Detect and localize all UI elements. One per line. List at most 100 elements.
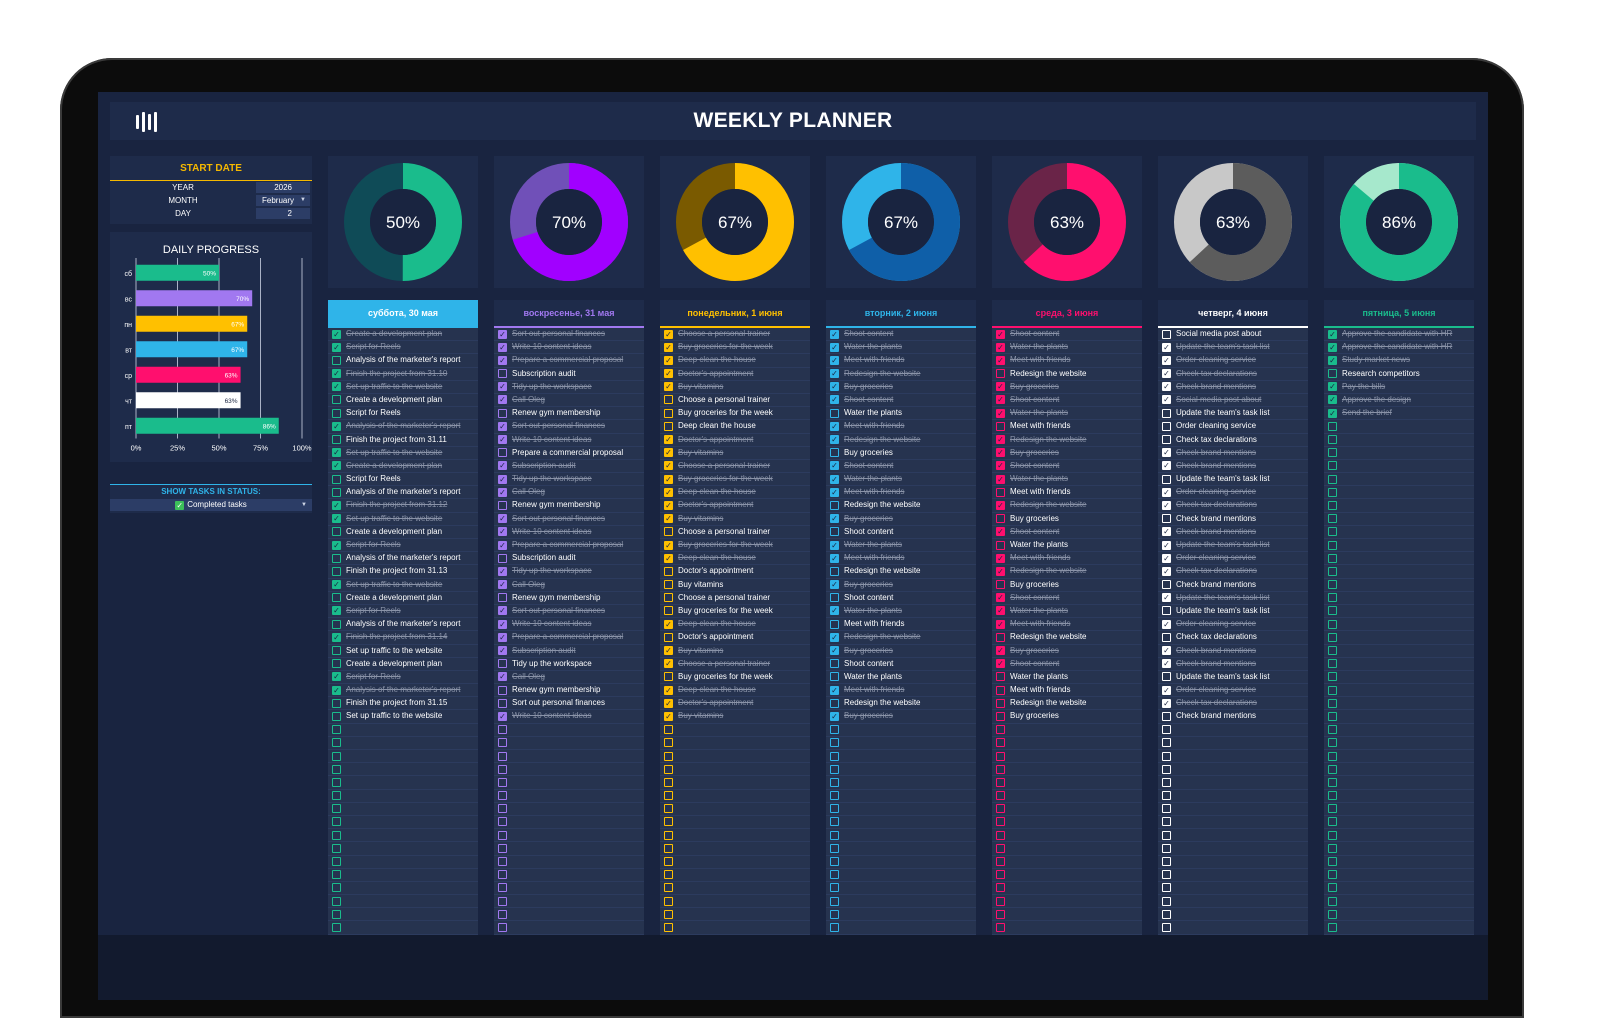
task-checkbox[interactable]: ✓ <box>996 355 1005 365</box>
task-checkbox[interactable] <box>1328 698 1337 708</box>
task-text[interactable]: Water the plants <box>844 474 902 484</box>
task-text[interactable]: Deep clean the house <box>678 355 756 365</box>
task-checkbox[interactable] <box>1328 659 1337 669</box>
task-checkbox[interactable] <box>498 738 507 748</box>
task-checkbox[interactable] <box>1328 461 1337 471</box>
task-text[interactable]: Buy groceries for the week <box>678 671 773 681</box>
task-checkbox[interactable] <box>332 896 341 906</box>
task-checkbox[interactable] <box>1328 804 1337 814</box>
task-checkbox[interactable] <box>1328 646 1337 655</box>
task-checkbox[interactable]: ✓ <box>1162 646 1171 655</box>
task-text[interactable]: Call Oleg <box>512 579 545 589</box>
task-text[interactable]: Create a development plan <box>346 526 443 536</box>
task-checkbox[interactable]: ✓ <box>664 355 673 365</box>
task-text[interactable]: Script for Reels <box>346 408 401 418</box>
task-text[interactable]: Buy groceries <box>844 579 893 589</box>
task-text[interactable]: Meet with friends <box>844 685 905 695</box>
task-checkbox[interactable] <box>664 725 673 735</box>
task-checkbox[interactable] <box>996 540 1005 550</box>
task-text[interactable]: Shoot content <box>844 526 894 536</box>
task-checkbox[interactable]: ✓ <box>996 461 1005 471</box>
task-text[interactable]: Meet with friends <box>1010 685 1071 695</box>
task-checkbox[interactable] <box>830 870 839 880</box>
task-checkbox[interactable]: ✓ <box>996 619 1005 629</box>
task-checkbox[interactable]: ✓ <box>1162 342 1171 352</box>
task-checkbox[interactable]: ✓ <box>1162 566 1171 576</box>
task-checkbox[interactable] <box>498 817 507 827</box>
task-checkbox[interactable]: ✓ <box>498 672 507 682</box>
task-checkbox[interactable] <box>1328 619 1337 629</box>
task-checkbox[interactable] <box>830 804 839 814</box>
task-checkbox[interactable]: ✓ <box>1162 487 1171 497</box>
task-checkbox[interactable]: ✓ <box>498 395 507 405</box>
task-text[interactable]: Check tax declarations <box>1176 368 1257 378</box>
task-checkbox[interactable] <box>1328 514 1337 524</box>
task-text[interactable]: Redesign the website <box>1010 368 1087 378</box>
task-checkbox[interactable] <box>996 764 1005 774</box>
task-checkbox[interactable]: ✓ <box>996 500 1005 510</box>
task-checkbox[interactable] <box>498 764 507 774</box>
task-checkbox[interactable] <box>1328 870 1337 880</box>
task-checkbox[interactable] <box>830 791 839 801</box>
task-checkbox[interactable] <box>1328 711 1337 721</box>
task-checkbox[interactable] <box>498 883 507 893</box>
task-checkbox[interactable]: ✓ <box>332 500 341 510</box>
task-checkbox[interactable] <box>498 830 507 840</box>
task-checkbox[interactable] <box>830 777 839 787</box>
task-checkbox[interactable]: ✓ <box>1162 527 1171 537</box>
task-checkbox[interactable] <box>332 725 341 735</box>
task-text[interactable]: Water the plants <box>844 605 902 615</box>
task-text[interactable]: Buy groceries <box>844 447 893 457</box>
task-text[interactable]: Create a development plan <box>346 658 443 668</box>
task-checkbox[interactable] <box>830 408 839 418</box>
task-text[interactable]: Buy groceries <box>844 381 893 391</box>
task-text[interactable]: Renew gym membership <box>512 408 601 418</box>
task-checkbox[interactable]: ✓ <box>996 448 1005 458</box>
task-checkbox[interactable] <box>664 830 673 840</box>
task-checkbox[interactable] <box>498 500 507 510</box>
task-text[interactable]: Meet with friends <box>1010 553 1071 563</box>
task-checkbox[interactable]: ✓ <box>996 659 1005 669</box>
task-checkbox[interactable] <box>664 566 673 576</box>
task-checkbox[interactable] <box>664 593 673 603</box>
task-checkbox[interactable]: ✓ <box>830 474 839 484</box>
task-checkbox[interactable] <box>1162 909 1171 919</box>
task-checkbox[interactable] <box>996 514 1005 524</box>
task-checkbox[interactable] <box>498 369 507 379</box>
task-text[interactable]: Write 10 content ideas <box>512 526 592 536</box>
task-checkbox[interactable] <box>332 408 341 418</box>
task-checkbox[interactable]: ✓ <box>830 514 839 524</box>
task-checkbox[interactable] <box>830 659 839 669</box>
task-checkbox[interactable] <box>996 421 1005 431</box>
task-text[interactable]: Renew gym membership <box>512 592 601 602</box>
task-text[interactable]: Buy groceries <box>1010 447 1059 457</box>
task-text[interactable]: Water the plants <box>844 408 902 418</box>
task-checkbox[interactable] <box>996 632 1005 642</box>
task-checkbox[interactable] <box>830 857 839 866</box>
task-checkbox[interactable] <box>332 738 341 748</box>
task-checkbox[interactable]: ✓ <box>332 342 341 352</box>
task-checkbox[interactable]: ✓ <box>1162 355 1171 365</box>
task-checkbox[interactable] <box>1162 672 1171 682</box>
task-text[interactable]: Analysis of the marketer's report <box>346 553 461 563</box>
task-text[interactable]: Buy vitamins <box>678 447 724 457</box>
task-checkbox[interactable]: ✓ <box>996 527 1005 537</box>
task-checkbox[interactable] <box>1162 514 1171 524</box>
task-text[interactable]: Script for Reels <box>346 671 401 681</box>
task-checkbox[interactable] <box>1328 817 1337 827</box>
task-checkbox[interactable]: ✓ <box>498 474 507 484</box>
task-text[interactable]: Shoot content <box>1010 460 1060 470</box>
task-checkbox[interactable] <box>498 593 507 603</box>
task-checkbox[interactable]: ✓ <box>1162 540 1171 550</box>
task-text[interactable]: Finish the project from 31.15 <box>346 698 448 708</box>
task-text[interactable]: Update the team's task list <box>1176 592 1270 602</box>
task-checkbox[interactable]: ✓ <box>498 632 507 642</box>
task-text[interactable]: Social media post about <box>1176 394 1262 404</box>
task-checkbox[interactable] <box>830 448 839 458</box>
month-select[interactable]: February ▼ <box>256 195 310 206</box>
task-checkbox[interactable] <box>498 553 507 563</box>
task-text[interactable]: Doctor's appointment <box>678 566 754 576</box>
task-checkbox[interactable]: ✓ <box>1162 619 1171 629</box>
task-checkbox[interactable] <box>996 672 1005 682</box>
task-checkbox[interactable] <box>498 791 507 801</box>
